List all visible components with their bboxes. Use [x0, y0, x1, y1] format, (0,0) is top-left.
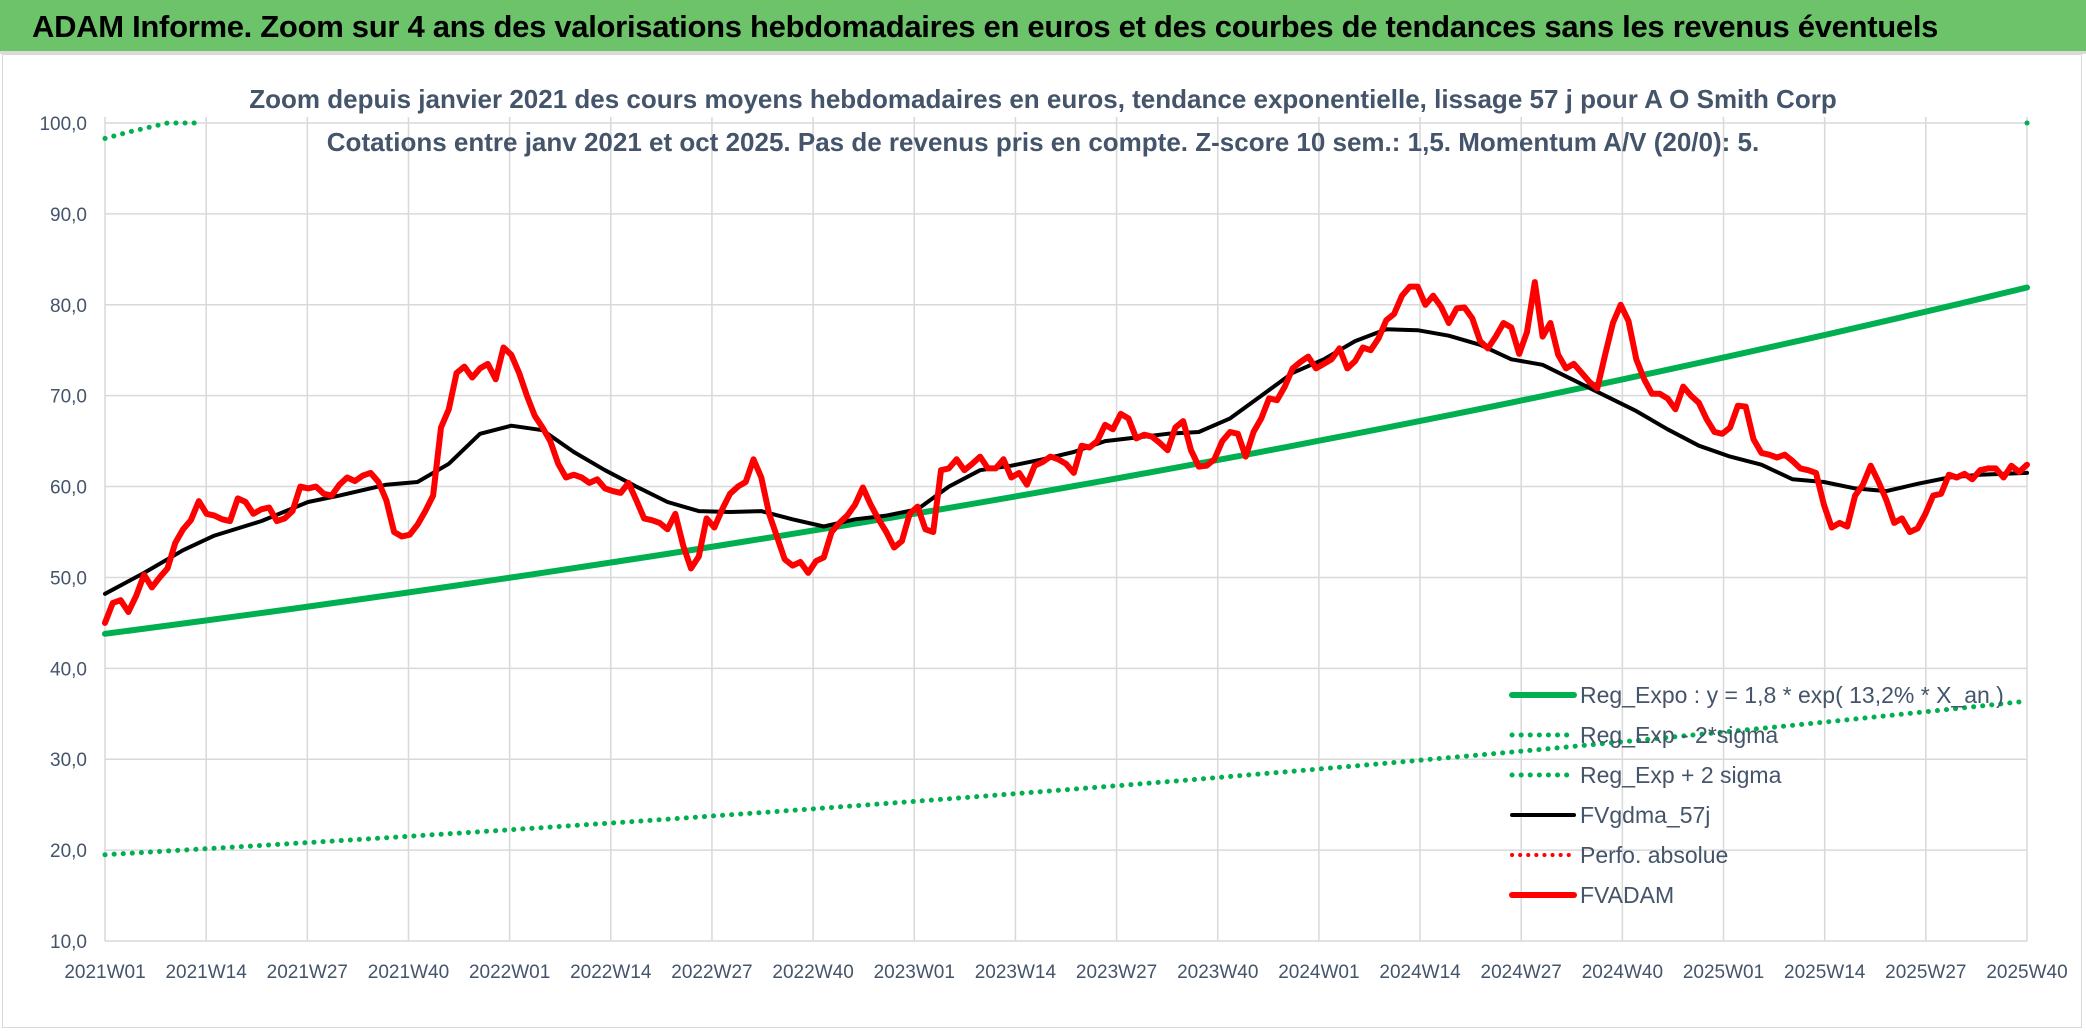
chart-title-line-2: Cotations entre janv 2021 et oct 2025. P… [326, 127, 1760, 157]
y-tick-label: 40,0 [50, 659, 87, 680]
report-banner: ADAM Informe. Zoom sur 4 ans des valoris… [0, 0, 2086, 54]
x-tick-label: 2023W14 [975, 962, 1057, 983]
x-tick-label: 2021W27 [267, 962, 348, 983]
y-tick-label: 90,0 [50, 205, 87, 226]
x-tick-label: 2025W01 [1683, 962, 1764, 983]
y-tick-label: 80,0 [50, 296, 87, 317]
y-tick-label: 100,0 [39, 114, 87, 135]
report-title: ADAM Informe. Zoom sur 4 ans des valoris… [32, 9, 1939, 44]
x-tick-label: 2024W14 [1379, 962, 1461, 983]
series-line-reg-exp-2-sigma [102, 698, 2030, 858]
x-tick-label: 2021W14 [165, 962, 247, 983]
x-tick-label: 2024W01 [1278, 962, 1359, 983]
x-tick-label: 2025W40 [1986, 962, 2067, 983]
chart-frame [2, 54, 2082, 1028]
legend-label-fvadam: FVADAM [1580, 882, 1674, 908]
x-tick-label: 2024W40 [1582, 962, 1663, 983]
series-line-fvadam [102, 279, 2030, 626]
chart-title-line-1: Zoom depuis janvier 2021 des cours moyen… [249, 84, 1837, 114]
legend-label-reg-exp-2-sigma: Reg_Exp + 2 sigma [1580, 762, 1782, 788]
y-tick-label: 20,0 [50, 841, 87, 862]
x-tick-label: 2022W40 [772, 962, 853, 983]
x-tick-label: 2021W40 [368, 962, 449, 983]
y-tick-label: 60,0 [50, 478, 87, 499]
x-tick-label: 2022W27 [671, 962, 752, 983]
legend-label-reg-exp-2-sigma: Reg_Exp - 2*sigma [1580, 722, 1778, 748]
x-tick-label: 2024W27 [1481, 962, 1562, 983]
x-tick-label: 2022W01 [469, 962, 550, 983]
y-tick-label: 30,0 [50, 750, 87, 771]
x-tick-label: 2025W14 [1784, 962, 1866, 983]
x-tick-label: 2022W14 [570, 962, 652, 983]
x-tick-label: 2023W27 [1076, 962, 1157, 983]
legend-label-perfo-absolue: Perfo. absolue [1580, 842, 1728, 868]
x-tick-label: 2023W01 [874, 962, 955, 983]
series-line-reg-exp-2-sigma-0 [102, 120, 202, 141]
x-tick-label: 2021W01 [64, 962, 145, 983]
y-tick-label: 10,0 [50, 932, 87, 953]
legend-label-reg-expo-y-1-8-exp-13-2-x-an: Reg_Expo : y = 1,8 * exp( 13,2% * X_an ) [1580, 682, 2004, 708]
x-tick-label: 2025W27 [1885, 962, 1966, 983]
legend-label-fvgdma-57j: FVgdma_57j [1580, 802, 1710, 828]
x-tick-label: 2023W40 [1177, 962, 1258, 983]
y-tick-label: 70,0 [50, 387, 87, 408]
series-line-reg-expo-y-1-8-exp-13-2-x-an [102, 284, 2030, 637]
y-tick-label: 50,0 [50, 568, 87, 589]
